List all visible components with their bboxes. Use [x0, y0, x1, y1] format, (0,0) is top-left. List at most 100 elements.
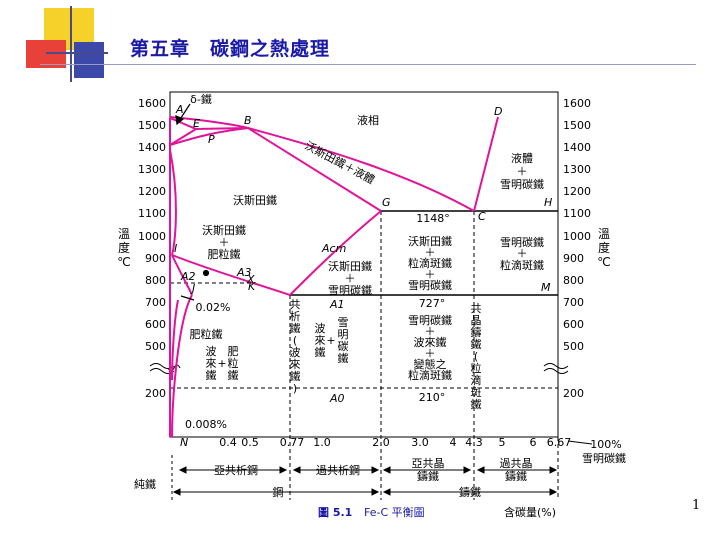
svg-text:＋: ＋ — [425, 246, 436, 259]
liquidus-ABC — [169, 116, 475, 212]
svg-text:雪明碳鐵: 雪明碳鐵 — [582, 451, 626, 465]
svg-text:B: B — [244, 114, 252, 127]
x-right-label: 100% 雪明碳鐵 — [567, 438, 626, 465]
aus-liquid-label: 沃斯田鐵＋液體 — [303, 138, 378, 187]
svg-text:波來鐵: 波來鐵 — [414, 335, 447, 349]
svg-text:亞共析鋼: 亞共析鋼 — [214, 463, 258, 477]
svg-text:P: P — [208, 133, 215, 146]
svg-text:X: X — [246, 273, 255, 286]
y-tick: 1300 — [563, 163, 591, 176]
y-tick: 200 — [563, 387, 584, 400]
svg-text:鐵: 鐵 — [228, 368, 239, 382]
ferrite-label: 肥粒鐵 — [190, 327, 223, 341]
y-tick: 900 — [563, 252, 584, 265]
delta-AP — [169, 128, 197, 146]
svg-text:鐵: 鐵 — [290, 321, 301, 335]
y-tick: 1600 — [138, 97, 166, 110]
svg-text:粒滴斑鐵: 粒滴斑鐵 — [408, 368, 452, 382]
a2-dot — [202, 269, 210, 277]
svg-text:＋: ＋ — [425, 325, 436, 338]
svg-text:雪: 雪 — [338, 316, 349, 329]
svg-text:(: ( — [474, 350, 478, 363]
x-tick: 6.67 — [547, 436, 572, 449]
svg-text:晶: 晶 — [471, 314, 482, 327]
svg-text:肥粒鐵: 肥粒鐵 — [208, 247, 241, 261]
svg-text:鐵: 鐵 — [471, 337, 482, 351]
svg-text:＋: ＋ — [425, 268, 436, 281]
x-tick: 6 — [530, 436, 537, 449]
svg-text:波: 波 — [315, 322, 326, 335]
y-tick: 1000 — [563, 230, 591, 243]
acm-line — [289, 210, 382, 296]
svg-text:℃: ℃ — [597, 255, 610, 269]
svg-text:共: 共 — [290, 298, 301, 311]
ferrite-boundary — [171, 254, 193, 296]
svg-text:溫: 溫 — [118, 227, 130, 241]
svg-text:波: 波 — [290, 346, 301, 359]
svg-text:析: 析 — [290, 309, 301, 323]
G-line — [247, 127, 382, 212]
svg-text:過共析鋼: 過共析鋼 — [316, 463, 360, 477]
svg-text:＋: ＋ — [425, 347, 436, 360]
svg-text:碳: 碳 — [338, 339, 349, 353]
svg-text:+: + — [217, 357, 226, 370]
svg-text:鐵: 鐵 — [206, 368, 217, 382]
figure-caption: 圖 5.1 Fe-C 平衡圖 含碳量(%) — [318, 505, 556, 519]
svg-text:斑: 斑 — [471, 386, 482, 399]
svg-text:變態之: 變態之 — [414, 357, 447, 371]
x-tick: 1.0 — [313, 436, 331, 449]
y-tick: 200 — [145, 387, 166, 400]
svg-text:N: N — [180, 436, 188, 449]
y-axis-left: 1600 1500 1400 1300 1200 1100 1000 900 8… — [138, 97, 166, 400]
y-tick: 800 — [145, 274, 166, 287]
svg-text:共: 共 — [471, 302, 482, 315]
svg-text:J: J — [190, 282, 195, 295]
svg-text:A1: A1 — [329, 298, 345, 311]
svg-text:℃: ℃ — [117, 255, 130, 269]
svg-text:沃斯田鐵: 沃斯田鐵 — [202, 223, 246, 237]
svg-text:來: 來 — [290, 358, 301, 371]
liquid-cem-3: 雪明碳鐵 — [500, 177, 544, 191]
liquid-cem-2: ＋ — [517, 165, 528, 178]
svg-text:粒滴斑鐵: 粒滴斑鐵 — [500, 258, 544, 272]
y-tick: 800 — [563, 274, 584, 287]
liquid-cem-1: 液體 — [511, 151, 533, 165]
y-axis-right: 1600 1500 1400 1300 1200 1100 1000 900 8… — [563, 97, 591, 400]
y-axis-title-left: 溫 度 ℃ — [117, 227, 130, 269]
classification-labels: 亞共析鋼 過共析鋼 亞共晶 鑄鐵 過共晶 鑄鐵 純鐵 鋼 鑄鐵 — [134, 457, 533, 499]
dashed-lines — [170, 211, 559, 500]
point-labels: A B D E P G C H I J K M N Acm A1 A0 A2 A… — [174, 103, 552, 449]
y-tick: 600 — [145, 318, 166, 331]
decor-vertical-line — [70, 6, 72, 82]
y-tick: 600 — [563, 318, 584, 331]
svg-text:＋: ＋ — [345, 272, 356, 285]
solvus-curve — [171, 294, 193, 438]
svg-text:沃斯田鐵: 沃斯田鐵 — [408, 234, 452, 248]
svg-text:C: C — [478, 210, 486, 223]
y-tick: 1500 — [138, 119, 166, 132]
decor-red-block — [26, 40, 66, 68]
svg-text:+: + — [326, 334, 335, 347]
y-tick: 500 — [145, 340, 166, 353]
svg-text:粒: 粒 — [471, 361, 482, 375]
t727: 727° — [419, 297, 446, 310]
svg-text:來: 來 — [206, 357, 217, 370]
decor-horizontal-line — [46, 52, 108, 54]
svg-text:M: M — [541, 281, 551, 294]
x-tick: 0.4 — [219, 436, 237, 449]
svg-text:雪明碳鐵: 雪明碳鐵 — [408, 278, 452, 292]
annotation-arrows — [175, 103, 210, 301]
svg-text:鑄鐵: 鑄鐵 — [505, 469, 527, 483]
svg-text:過共晶: 過共晶 — [500, 457, 533, 470]
t210: 210° — [419, 391, 446, 404]
pct-002: 0.02% — [196, 301, 231, 314]
classification-brackets — [171, 455, 558, 500]
svg-text:圖 5.1: 圖 5.1 — [318, 506, 352, 519]
svg-text:粒滴斑鐵: 粒滴斑鐵 — [408, 256, 452, 270]
svg-text:A0: A0 — [329, 392, 345, 405]
phase-labels: δ-鐵 液相 沃斯田鐵＋液體 液體 ＋ 雪明碳鐵 沃斯田鐵 沃斯田鐵 ＋ 肥粒鐵… — [185, 92, 544, 431]
liquidus-CD — [473, 116, 499, 212]
svg-text:): ) — [293, 382, 297, 395]
isotherm-lines — [290, 210, 558, 296]
